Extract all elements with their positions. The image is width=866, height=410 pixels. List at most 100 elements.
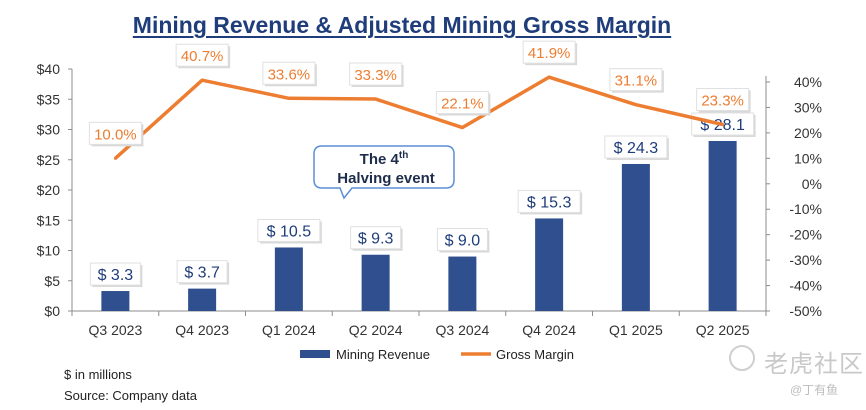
revenue-label-box: [89, 262, 141, 286]
legend-label-margin: Gross Margin: [496, 347, 574, 362]
gross-margin-data-label: 33.3%: [349, 62, 404, 88]
revenue-label-box: [176, 260, 228, 284]
legend-label-revenue: Mining Revenue: [336, 347, 430, 362]
gross-margin-data-label: 40.7%: [175, 43, 231, 69]
gross-margin-data-label: 33.6%: [262, 61, 317, 87]
margin-label-text: 33.6%: [268, 66, 311, 83]
revenue-bar: [448, 256, 477, 311]
x-tick-label: Q4 2024: [522, 322, 576, 338]
x-tick-label: Q3 2023: [89, 322, 143, 338]
y-right-tick-label: -30%: [789, 252, 822, 268]
y-right-tick-label: 10%: [794, 150, 822, 166]
revenue-bar: [101, 291, 130, 311]
x-tick-label: Q3 2024: [436, 322, 490, 338]
revenue-label-box: [517, 189, 581, 213]
chart-title: Mining Revenue & Adjusted Mining Gross M…: [132, 12, 672, 38]
x-tick-label: Q1 2024: [262, 322, 316, 338]
y-right-tick-label: -50%: [789, 303, 822, 319]
revenue-data-label: $ 3.3: [89, 262, 143, 288]
callout-line-1-text: The 4: [360, 151, 400, 168]
x-tick-label: Q1 2025: [609, 322, 663, 338]
margin-label-text: 33.3%: [354, 67, 397, 84]
margin-label-box: [609, 68, 663, 92]
y-left-tick-label: $15: [37, 212, 61, 228]
revenue-label-box: [436, 228, 488, 252]
margin-label-box: [696, 87, 750, 111]
revenue-label-text: $ 9.3: [358, 231, 394, 248]
y-left-tick-label: $20: [37, 182, 61, 198]
gross-margin-point: [200, 78, 204, 82]
halving-callout: The 4th Halving event: [313, 145, 455, 200]
y-left-tick-label: $40: [37, 61, 61, 77]
revenue-label-box: [604, 135, 668, 159]
revenue-bar: [188, 288, 217, 311]
source-note: Source: Company data: [64, 388, 197, 403]
y-right-tick-label: 0%: [802, 176, 822, 192]
margin-label-text: 41.9%: [528, 45, 571, 62]
y-left-tick-label: $30: [37, 122, 61, 138]
revenue-data-label: $ 9.3: [350, 226, 403, 251]
y-right-tick-label: 40%: [794, 74, 822, 90]
margin-label-text: 22.1%: [441, 96, 484, 113]
y-right-tick-label: -10%: [789, 201, 822, 217]
revenue-label-text: $ 24.3: [614, 140, 659, 157]
margin-label-text: 40.7%: [181, 48, 224, 65]
y-right-tick-label: 20%: [794, 125, 822, 141]
revenue-data-label: $ 15.3: [517, 189, 583, 215]
units-note: $ in millions: [64, 367, 132, 382]
x-tick-label: Q2 2025: [696, 322, 750, 338]
gross-margin-point: [547, 75, 551, 79]
x-tick-label: Q4 2023: [175, 322, 229, 338]
margin-label-box: [435, 91, 489, 115]
margin-label-box: [522, 40, 576, 64]
gross-margin-data-label: 41.9%: [522, 40, 578, 66]
x-tick-label: Q2 2024: [349, 322, 403, 338]
margin-label-box: [88, 121, 142, 145]
revenue-bar: [708, 140, 737, 311]
revenue-label-text: $ 15.3: [527, 194, 572, 211]
margin-label-text: 31.1%: [615, 73, 658, 90]
callout-bubble: [313, 145, 455, 200]
gross-margin-data-label: 22.1%: [435, 91, 491, 116]
y-left-tick-label: $35: [37, 91, 61, 107]
margin-label-text: 10.0%: [94, 126, 137, 143]
revenue-label-text: $ 10.5: [267, 223, 312, 240]
watermark-logo: 老虎社区: [764, 351, 864, 378]
revenue-label-text: $ 3.7: [184, 265, 220, 282]
margin-label-box: [175, 43, 229, 67]
gross-margin-data-label: 10.0%: [88, 121, 144, 147]
margin-label-text: 23.3%: [701, 92, 744, 109]
callout-line-2: Halving event: [337, 170, 435, 187]
gross-margin-point: [721, 122, 725, 126]
y-left-tick-label: $25: [37, 152, 61, 168]
gross-margin-data-label: 23.3%: [696, 87, 751, 113]
watermark-author: @丁有鱼: [790, 383, 839, 397]
gross-margin-line: [114, 75, 724, 160]
revenue-label-box: [350, 226, 402, 250]
revenue-label-text: $ 3.3: [98, 267, 134, 284]
y-right-tick-label: -40%: [789, 278, 822, 294]
legend: Mining Revenue Gross Margin: [300, 347, 574, 362]
y-right-tick-label: -20%: [789, 227, 822, 243]
revenue-bar: [535, 218, 564, 311]
legend-swatch-revenue: [300, 350, 330, 358]
gross-margin-point: [113, 156, 117, 160]
revenue-label-box: [257, 218, 321, 242]
y-left-tick-label: $10: [37, 243, 61, 259]
gross-margin-point: [374, 97, 378, 101]
revenue-bar: [274, 247, 303, 311]
callout-line-1: The 4th: [360, 150, 409, 168]
revenue-label-text: $ 9.0: [445, 233, 481, 250]
revenue-data-label: $ 10.5: [257, 218, 322, 244]
y-right-tick-label: 30%: [794, 99, 822, 115]
revenue-data-label: $ 24.3: [604, 135, 669, 160]
revenue-data-label: $ 9.0: [436, 228, 490, 253]
revenue-data-label: $ 3.7: [176, 260, 230, 285]
y-left-tick-label: $5: [44, 273, 60, 289]
gross-margin-point: [634, 103, 638, 107]
gross-margin-data-label: 31.1%: [609, 68, 664, 93]
watermark-circle-icon: [729, 345, 755, 371]
gross-margin-point: [287, 96, 291, 100]
margin-label-box: [349, 62, 403, 86]
